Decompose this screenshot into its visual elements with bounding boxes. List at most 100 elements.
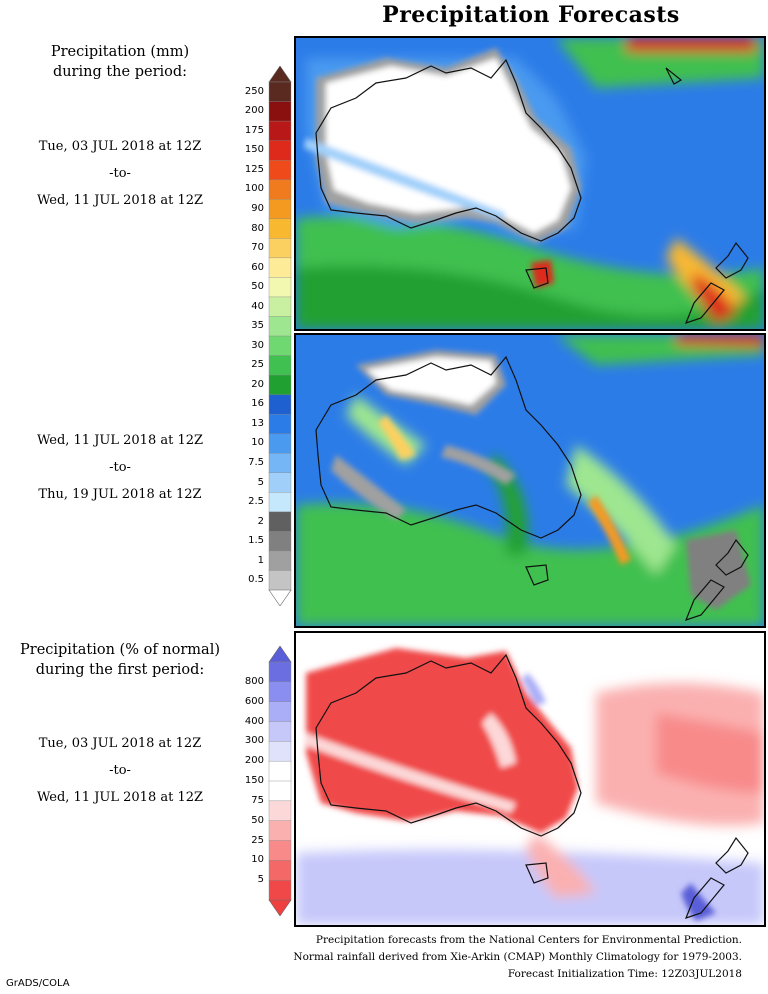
precip-swatch	[268, 394, 292, 415]
precip-swatch	[268, 472, 292, 494]
precip-swatch	[268, 140, 292, 161]
panel3-heading: Precipitation (% of normal) during the f…	[0, 640, 240, 680]
precip-tick-label: 175	[244, 124, 264, 136]
precip-tick-label: 30	[251, 339, 264, 351]
credit-line-1: Precipitation forecasts from the Nationa…	[315, 934, 742, 946]
panel2-period-to: -to-	[109, 460, 131, 475]
precip-swatches	[268, 66, 292, 606]
pct-swatch	[268, 701, 292, 723]
precip-swatch	[268, 120, 292, 142]
precip-tick-label: 10	[251, 437, 264, 449]
precip-swatch	[268, 335, 292, 357]
precip-swatch	[268, 531, 292, 552]
precip-tick-label: 70	[251, 242, 264, 254]
precip-swatch	[268, 492, 292, 513]
precip-tick-label: 13	[251, 417, 264, 429]
pct-swatch	[268, 721, 292, 743]
pct-swatch	[268, 681, 292, 703]
panel3-heading-line1: Precipitation (% of normal)	[20, 642, 220, 658]
pct-swatch	[268, 780, 292, 802]
precip-swatch	[268, 199, 292, 220]
precip-swatch	[268, 238, 292, 259]
panel1-heading-line2: during the period:	[52, 64, 188, 80]
pct-swatch	[268, 879, 292, 901]
precip-swatch	[268, 257, 292, 279]
panel1-heading: Precipitation (mm) during the period:	[0, 42, 240, 82]
pct-swatches	[268, 646, 292, 916]
pct-swatch	[268, 840, 292, 862]
precip-swatch	[268, 453, 292, 474]
precip-swatch	[268, 159, 292, 181]
precip-top-arrow	[268, 66, 292, 83]
pct-swatch	[268, 800, 292, 822]
pct-tick-label: 600	[244, 695, 264, 707]
map-precip-period2	[294, 333, 766, 628]
precip-tick-label: 40	[251, 300, 264, 312]
panel1-period-end: Wed, 11 JUL 2018 at 12Z	[36, 193, 204, 208]
map-percent-normal	[294, 631, 766, 927]
panel1-period-start: Tue, 03 JUL 2018 at 12Z	[38, 139, 202, 154]
precip-tick-label: 25	[251, 359, 264, 371]
pct-top-arrow	[268, 646, 292, 663]
precip-tick-label: 60	[251, 261, 264, 273]
precip-tick-label: 0.5	[248, 574, 264, 586]
pct-swatch	[268, 820, 292, 842]
precip-swatch	[268, 355, 292, 376]
precip-swatch	[268, 218, 292, 240]
precip-tick-label: 20	[251, 378, 264, 390]
precip-tick-label: 200	[244, 105, 264, 117]
precip-swatch	[268, 570, 292, 591]
pct-tick-label: 200	[244, 755, 264, 767]
credit-line-3: Forecast Initialization Time: 12Z03JUL20…	[507, 968, 742, 980]
precip-colorbar: 250 200 175 150 125 100 90 80 70 60 50 40 35 30 25 20 16…	[238, 66, 300, 606]
precip-swatch	[268, 316, 292, 337]
precip-tick-label: 2.5	[248, 496, 264, 508]
precip-bottom-arrow	[268, 589, 292, 606]
pct-tick-label: 25	[251, 834, 264, 846]
pct-swatch	[268, 860, 292, 881]
pct-swatch	[268, 741, 292, 762]
map-precip-period1	[294, 36, 766, 331]
pct-tick-label: 75	[251, 794, 264, 806]
precip-tick-label: 7.5	[248, 457, 264, 468]
percent-colorbar: 800 600 400 300 200 150 75 50 25 10 5	[238, 646, 300, 916]
pct-swatch	[268, 661, 292, 683]
precip-tick-label: 1	[257, 554, 264, 566]
credit-line-2: Normal rainfall derived from Xie-Arkin (…	[293, 951, 742, 963]
precip-swatch	[268, 374, 292, 396]
precip-swatch	[268, 413, 292, 435]
panel3-period-to: -to-	[109, 763, 131, 778]
precip-swatch	[268, 296, 292, 318]
precip-tick-label: 1.5	[248, 535, 264, 547]
precip-tick-label: 2	[257, 515, 264, 527]
precip-swatch	[268, 511, 292, 533]
pct-bottom-arrow	[268, 899, 292, 916]
precip-swatch	[268, 433, 292, 454]
panel3-heading-line2: during the first period:	[35, 662, 205, 678]
precip-tick-label: 100	[244, 183, 264, 195]
pct-tick-label: 50	[251, 814, 264, 826]
precip-tick-label: 35	[251, 320, 264, 332]
precip-swatch	[268, 550, 292, 572]
panel3-period-start: Tue, 03 JUL 2018 at 12Z	[38, 736, 202, 751]
precip-tick-label: 250	[244, 85, 264, 97]
pct-tick-label: 5	[257, 874, 264, 886]
precip-tick-label: 125	[244, 163, 264, 175]
precip-tick-label: 90	[251, 203, 264, 214]
panel2-period-end: Thu, 19 JUL 2018 at 12Z	[38, 487, 202, 502]
precip-tick-label: 80	[251, 222, 264, 234]
pct-tick-label: 400	[244, 715, 264, 727]
pct-tick-label: 10	[251, 854, 264, 866]
precip-swatch	[268, 179, 292, 200]
page-title: Precipitation Forecasts	[382, 2, 680, 28]
pct-tick-label: 800	[244, 675, 264, 687]
pct-tick-label: 300	[244, 735, 264, 747]
panel1-period-to: -to-	[109, 166, 131, 181]
precip-tick-label: 150	[244, 144, 264, 156]
precip-swatch	[268, 81, 292, 103]
precip-tick-label: 5	[257, 476, 264, 488]
panel1-heading-line1: Precipitation (mm)	[50, 44, 190, 60]
panel3-period-end: Wed, 11 JUL 2018 at 12Z	[36, 790, 204, 805]
precip-swatch	[268, 101, 292, 122]
pct-swatch	[268, 760, 292, 782]
